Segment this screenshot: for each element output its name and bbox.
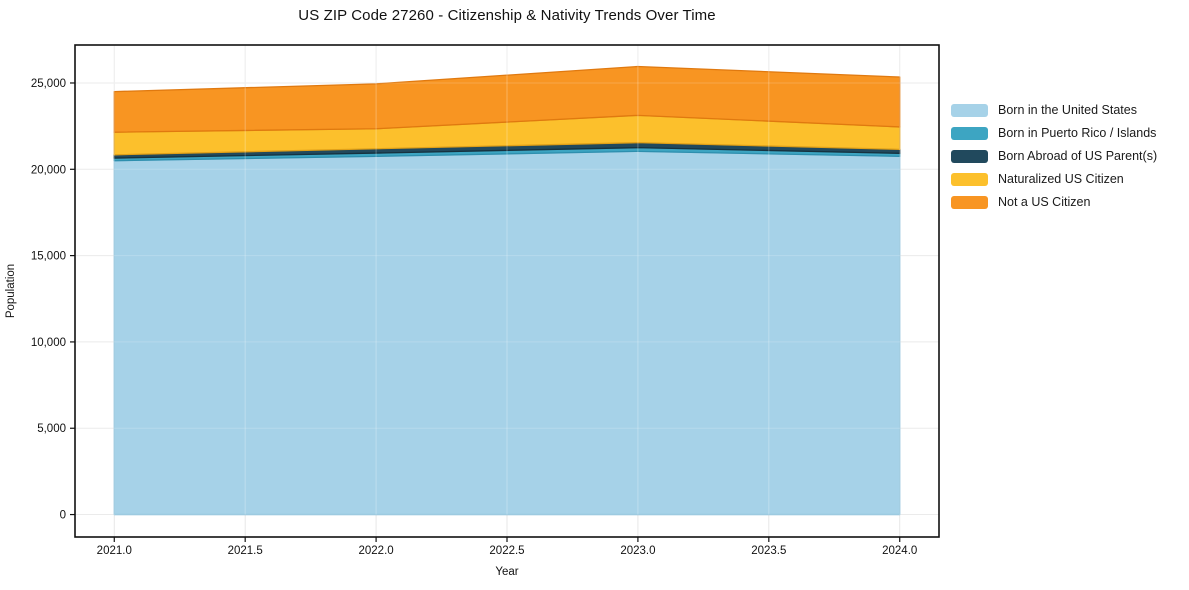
area-series-4 — [113, 65, 901, 133]
x-tick-label: 2023.5 — [751, 545, 786, 557]
legend-label: Not a US Citizen — [998, 195, 1091, 209]
legend-item-4: Not a US Citizen — [951, 195, 1157, 209]
legend-swatch-icon — [951, 126, 988, 140]
y-tick-label: 0 — [60, 510, 66, 522]
legend-item-2: Born Abroad of US Parent(s) — [951, 149, 1157, 163]
legend-swatch-icon — [951, 149, 988, 163]
legend-label: Born in the United States — [998, 103, 1137, 117]
x-axis-label: Year — [495, 566, 518, 578]
x-tick-label: 2022.0 — [358, 545, 393, 557]
axis-ticks — [70, 82, 901, 542]
y-tick-label: 5,000 — [37, 423, 66, 435]
legend-item-3: Naturalized US Citizen — [951, 172, 1157, 186]
x-tick-label: 2021.0 — [97, 545, 132, 557]
x-tick-label: 2024.0 — [882, 545, 917, 557]
legend-item-1: Born in Puerto Rico / Islands — [951, 126, 1157, 140]
legend-item-0: Born in the United States — [951, 103, 1157, 117]
legend-label: Naturalized US Citizen — [998, 172, 1124, 186]
legend-swatch-icon — [951, 172, 988, 186]
y-tick-label: 25,000 — [31, 78, 66, 90]
y-axis-label: Population — [5, 264, 17, 318]
legend-label: Born in Puerto Rico / Islands — [998, 126, 1157, 140]
tick-labels: 2021.0 2021.5 2022.0 2022.5 2023.0 2023.5 2024… — [31, 78, 918, 557]
gridlines-overlay — [75, 45, 939, 516]
x-tick-label: 2021.5 — [228, 545, 263, 557]
x-tick-label: 2023.0 — [620, 545, 655, 557]
x-tick-label: 2022.5 — [489, 545, 524, 557]
legend: Born in the United States Born in Puerto … — [951, 103, 1157, 209]
legend-label: Born Abroad of US Parent(s) — [998, 149, 1158, 163]
stacked-areas — [113, 65, 901, 516]
y-tick-label: 15,000 — [31, 251, 66, 263]
chart-title: US ZIP Code 27260 - Citizenship & Nativi… — [298, 7, 716, 24]
legend-swatch-icon — [951, 195, 988, 209]
y-tick-label: 20,000 — [31, 164, 66, 176]
legend-swatch-icon — [951, 103, 988, 117]
y-tick-label: 10,000 — [31, 337, 66, 349]
